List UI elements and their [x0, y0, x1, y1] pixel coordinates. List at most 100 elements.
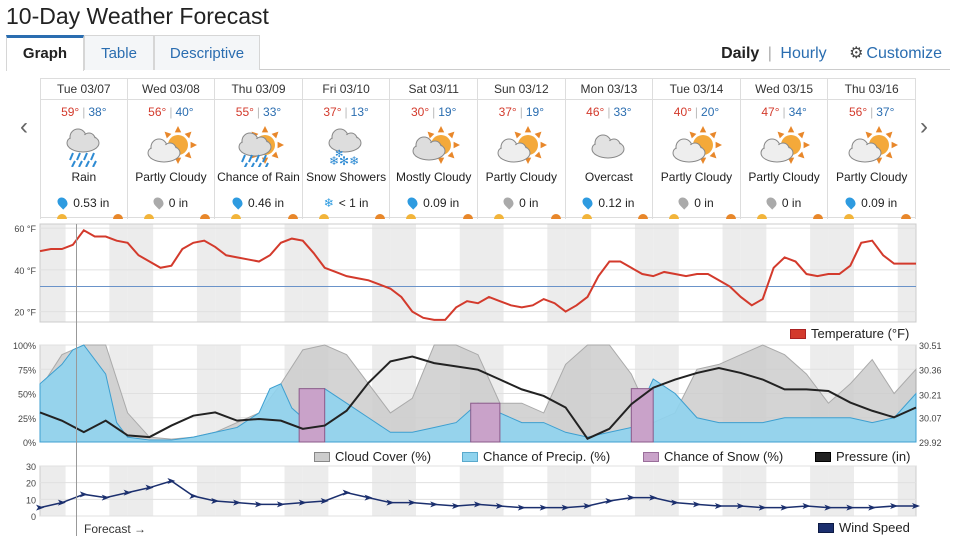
night-band	[828, 224, 854, 322]
sun-indicator	[128, 214, 215, 219]
temp-separator: |	[694, 105, 699, 119]
raindrop-icon	[230, 195, 245, 210]
day-date: Thu 03/16	[828, 79, 915, 100]
legend-wind-speed-label: Wind Speed	[839, 520, 910, 535]
tab-graph[interactable]: Graph	[6, 35, 84, 71]
hourly-link[interactable]: Hourly	[780, 45, 827, 62]
night-band	[40, 224, 66, 322]
night-band	[828, 466, 854, 516]
link-separator: |	[767, 45, 772, 62]
day-card[interactable]: Thu 03/09 55° | 33° Chance of Rain 0.46 in	[215, 79, 303, 219]
wind-direction-marker	[452, 503, 461, 509]
high-temp: 37°	[498, 105, 517, 119]
night-band	[810, 345, 829, 442]
day-temps: 30° | 19°	[390, 105, 477, 119]
svg-text:❄✻❄: ❄✻❄	[329, 154, 359, 167]
legend-pressure: Pressure (in)	[815, 449, 910, 464]
night-band	[390, 345, 416, 442]
wind-direction-marker	[583, 503, 592, 509]
high-temp: 37°	[323, 105, 342, 119]
wind-direction-marker	[189, 493, 198, 499]
forecast-start-label: Forecast →	[84, 522, 147, 536]
night-band	[196, 345, 216, 442]
wind-direction-marker	[167, 478, 176, 484]
night-band	[565, 466, 592, 516]
night-band	[653, 224, 679, 322]
night-band	[459, 345, 478, 442]
day-card[interactable]: Tue 03/07 59° | 38° Rain 0.53 in	[40, 79, 128, 219]
night-band	[722, 224, 741, 322]
low-temp: 40°	[175, 105, 194, 119]
y-tick-label: 60 °F	[14, 224, 36, 234]
day-temps: 37° | 13°	[303, 105, 390, 119]
day-precip: 0.12 in	[566, 195, 653, 211]
day-card[interactable]: Wed 03/08 56° | 40° Partly Cloudy 0 in	[127, 79, 216, 219]
snowflake-icon: ❄	[323, 196, 334, 210]
day-date: Wed 03/15	[740, 79, 828, 100]
day-precip: ❄ < 1 in	[303, 195, 390, 211]
day-precip: 0 in	[478, 195, 565, 211]
day-date: Sun 03/12	[478, 79, 565, 100]
snow-chance-bar	[630, 388, 654, 443]
day-date: Thu 03/09	[215, 79, 302, 100]
raindrop-icon	[843, 195, 858, 210]
partly-cloudy-icon	[478, 121, 565, 167]
night-band	[653, 345, 679, 442]
legend-precip: Chance of Precip. (%)	[462, 449, 610, 464]
partly-cloudy-icon	[128, 121, 215, 167]
temperature-line	[39, 228, 916, 321]
wind-direction-marker	[671, 499, 680, 506]
wind-direction-marker	[298, 499, 307, 506]
day-card[interactable]: Mon 03/13 46° | 33° Overcast 0.12 in	[565, 79, 654, 219]
day-card[interactable]: Tue 03/14 40° | 20° Partly Cloudy 0 in	[653, 79, 741, 219]
daily-link[interactable]: Daily	[721, 45, 760, 62]
day-precip: 0.09 in	[390, 195, 477, 211]
day-condition: Rain	[71, 170, 97, 184]
night-band	[459, 466, 478, 516]
day-card[interactable]: Sat 03/11 30° | 19° Mostly Cloudy 0.09 in	[390, 79, 478, 219]
raindrop-icon	[676, 195, 691, 210]
rain-icon	[41, 121, 127, 168]
wind-direction-marker	[474, 501, 482, 508]
chevron-left-icon[interactable]: ‹	[20, 113, 28, 140]
night-band	[302, 345, 329, 442]
snow-chance-bar	[470, 402, 501, 443]
day-temps: 37° | 19°	[478, 105, 565, 119]
wind-direction-marker	[276, 501, 285, 508]
day-card[interactable]: Sun 03/12 37° | 19° Partly Cloudy 0 in	[478, 79, 566, 219]
night-band	[810, 224, 829, 322]
night-band	[547, 345, 566, 442]
day-card[interactable]: Wed 03/15 47° | 34° Partly Cloudy 0 in	[740, 79, 829, 219]
night-band	[390, 466, 416, 516]
raindrop-icon	[580, 195, 595, 210]
night-band	[372, 466, 391, 516]
day-date: Fri 03/10	[302, 79, 390, 100]
wind-direction-marker	[211, 498, 220, 504]
night-band	[478, 466, 504, 516]
wind-direction-marker	[736, 503, 745, 509]
night-band	[722, 345, 741, 442]
day-condition: Chance of Rain	[217, 170, 300, 184]
legend-temperature-label: Temperature (°F)	[811, 326, 910, 341]
wind-direction-marker	[101, 494, 110, 501]
svg-text:✻: ✻	[335, 149, 343, 160]
night-band	[284, 345, 303, 442]
wind-direction-marker	[912, 503, 920, 509]
partly-cloudy-icon	[741, 121, 828, 167]
gear-icon[interactable]: ⚙	[849, 45, 864, 62]
day-card[interactable]: Fri 03/10 37° | 13° ❄✻❄ ✻ Snow Showers ❄ < 1 in	[302, 79, 391, 219]
tab-table[interactable]: Table	[84, 35, 154, 70]
pressure-line	[39, 355, 917, 440]
low-temp: 37°	[876, 105, 895, 119]
temp-separator: |	[870, 105, 874, 119]
sun-indicator	[215, 214, 302, 219]
customize-link[interactable]: Customize	[866, 45, 942, 62]
chevron-right-icon[interactable]: ›	[920, 113, 928, 140]
y2-tick-label: 30.21	[919, 390, 942, 400]
day-precip: 0 in	[653, 195, 740, 211]
day-card[interactable]: Thu 03/16 56° | 37° Partly Cloudy 0.09 in	[828, 79, 916, 219]
tab-descriptive[interactable]: Descriptive	[154, 35, 260, 70]
night-band	[897, 224, 916, 322]
precip-chance-area	[39, 344, 917, 443]
view-links: Daily | Hourly ⚙ Customize	[721, 43, 942, 63]
